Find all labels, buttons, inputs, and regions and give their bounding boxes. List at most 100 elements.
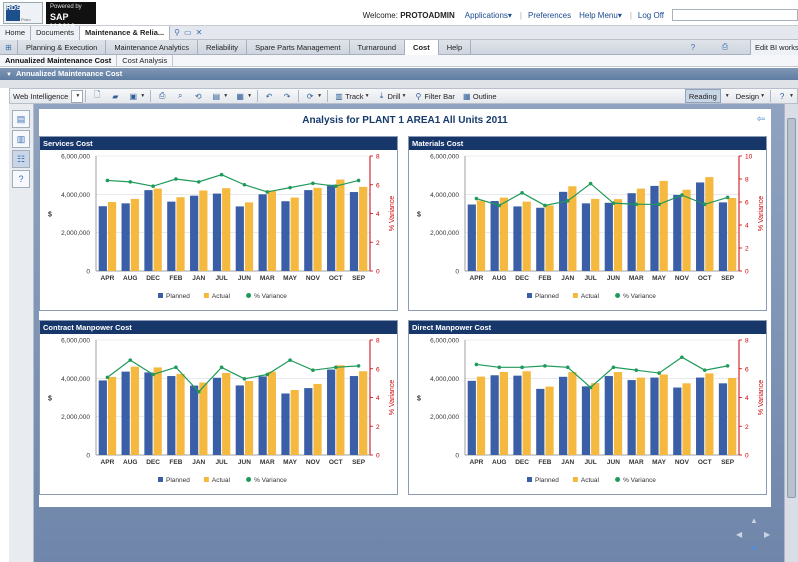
preferences-link[interactable]: Preferences bbox=[527, 10, 572, 20]
module-menu-icon[interactable]: ⊞ bbox=[0, 39, 18, 55]
bar-planned bbox=[581, 203, 591, 271]
tab-maintenance-analytics[interactable]: Maintenance Analytics bbox=[106, 39, 198, 55]
point-variance bbox=[520, 191, 524, 195]
bar-planned bbox=[490, 375, 499, 455]
logoff-link[interactable]: Log Off bbox=[637, 10, 664, 20]
tab-annualized-maintenance-cost[interactable]: Annualized Maintenance Cost bbox=[0, 54, 118, 67]
reading-dropdown[interactable]: ▼ bbox=[721, 89, 733, 103]
folder-icon: ▰ bbox=[112, 91, 119, 101]
navigation-map-icon[interactable]: ▥ bbox=[12, 130, 30, 148]
print-icon[interactable]: ⎙ bbox=[721, 42, 729, 51]
module-tools: ? ⎙ Edit BI worksp bbox=[686, 39, 798, 55]
refresh-icon: ⟳ bbox=[306, 91, 314, 101]
arrow-right-icon[interactable]: ▶ bbox=[764, 530, 771, 539]
series-line-variance bbox=[476, 182, 728, 207]
point-variance bbox=[288, 185, 292, 190]
point-variance bbox=[311, 368, 315, 372]
arrow-left-icon[interactable]: ⇦ bbox=[756, 114, 766, 125]
drill-button[interactable]: ⤓ Drill ▼ bbox=[373, 89, 410, 103]
x-tick-label: FEB bbox=[538, 459, 551, 466]
y2-axis-label: % Variance bbox=[758, 380, 765, 415]
find-button[interactable]: ⌕ bbox=[171, 89, 189, 103]
tab-documents[interactable]: Documents bbox=[31, 26, 80, 40]
point-variance bbox=[196, 389, 201, 394]
search-input[interactable] bbox=[672, 9, 798, 21]
bar-planned bbox=[349, 192, 359, 271]
legend-swatch bbox=[615, 477, 621, 482]
chart-title: Direct Manpower Cost bbox=[409, 321, 766, 334]
open-button[interactable]: ▰ bbox=[106, 89, 124, 103]
history-button[interactable]: ⟲ bbox=[189, 89, 207, 103]
arrow-left-icon[interactable]: ◀ bbox=[736, 530, 743, 539]
bar-planned bbox=[121, 371, 130, 455]
reading-mode-button[interactable]: Reading bbox=[684, 89, 721, 103]
y-tick-label: 4,000,000 bbox=[61, 376, 90, 383]
save-button[interactable]: ▣ ▼ bbox=[124, 89, 148, 103]
tab-cost-analysis[interactable]: Cost Analysis bbox=[117, 54, 174, 67]
filter-bar-button[interactable]: ⚲ Filter Bar bbox=[409, 89, 457, 103]
scrollbar-thumb[interactable] bbox=[787, 118, 796, 498]
tab-home[interactable]: Home bbox=[0, 26, 32, 40]
input-controls-icon[interactable]: ☷ bbox=[12, 150, 30, 168]
y2-tick-label: 0 bbox=[376, 453, 380, 460]
bar-actual bbox=[153, 367, 162, 455]
new-document-button[interactable]: 🗋 bbox=[88, 89, 106, 103]
x-tick-label: JAN bbox=[192, 275, 205, 282]
legend-label: % Variance bbox=[254, 293, 287, 300]
arrow-up-icon[interactable]: ▲ bbox=[750, 516, 758, 525]
bar-planned bbox=[673, 387, 682, 455]
undo-button[interactable]: ↶ bbox=[260, 89, 278, 103]
refresh-button[interactable]: ⟳ ▼ bbox=[301, 89, 325, 103]
track-changes-button[interactable]: ▤ ▼ bbox=[207, 89, 231, 103]
tab-spare-parts[interactable]: Spare Parts Management bbox=[247, 39, 350, 55]
chart-svg: 0 2,000,000 4,000,000 6,000,000 0 2 4 6 8 $ % Vari… bbox=[48, 154, 396, 301]
y-tick-label: 2,000,000 bbox=[430, 414, 459, 421]
bar-actual bbox=[659, 180, 668, 271]
x-tick-label: AUG bbox=[492, 275, 506, 282]
divider: | bbox=[629, 10, 632, 20]
bar-actual bbox=[222, 188, 231, 271]
point-variance bbox=[288, 358, 292, 362]
document-title-bar[interactable]: ▼ Annualized Maintenance Cost bbox=[0, 68, 798, 80]
tab-cost[interactable]: Cost bbox=[405, 39, 439, 55]
help-icon[interactable]: ? bbox=[690, 42, 696, 52]
legend-swatch bbox=[158, 477, 163, 482]
web-intelligence-menu[interactable]: Web Intelligence bbox=[10, 89, 71, 103]
bar-planned bbox=[327, 184, 336, 271]
help-menu[interactable]: Help Menu▾ bbox=[579, 11, 622, 20]
arrow-down-icon[interactable]: ▼ bbox=[750, 544, 758, 553]
outline-button[interactable]: ▦ Outline bbox=[458, 89, 500, 103]
design-mode-button[interactable]: Design ▼ bbox=[733, 89, 768, 103]
bar-planned bbox=[604, 376, 613, 455]
tab-maintenance-reliability[interactable]: Maintenance & Relia... bbox=[79, 26, 171, 40]
powered-by-badge: Powered by SAP HANA bbox=[46, 2, 96, 32]
print-button[interactable]: ⎙ bbox=[153, 89, 171, 103]
redo-button[interactable]: ↷ bbox=[278, 89, 296, 103]
bar-actual bbox=[522, 201, 531, 271]
tab-reliability[interactable]: Reliability bbox=[198, 39, 248, 55]
edit-bi-workspace-button[interactable]: Edit BI worksp bbox=[750, 39, 798, 55]
tab-help[interactable]: Help bbox=[439, 39, 472, 55]
tab-turnaround[interactable]: Turnaround bbox=[350, 39, 406, 55]
bar-planned bbox=[718, 383, 728, 455]
applications-menu[interactable]: Applications▾ bbox=[465, 11, 512, 20]
pin-icon[interactable]: ⚲ bbox=[174, 28, 181, 37]
track-button[interactable]: ▥ Track ▼ bbox=[330, 89, 372, 103]
document-summary-icon[interactable]: ▤ bbox=[12, 110, 30, 128]
view-structure-button[interactable]: ▦ ▼ bbox=[231, 89, 255, 103]
x-tick-label: MAR bbox=[629, 275, 644, 282]
bar-planned bbox=[258, 194, 267, 271]
new-window-icon[interactable]: ▭ bbox=[184, 28, 192, 37]
tab-planning-execution[interactable]: Planning & Execution bbox=[18, 39, 107, 55]
close-icon[interactable]: ✕ bbox=[195, 28, 203, 37]
vertical-scrollbar[interactable] bbox=[784, 104, 798, 562]
bar-planned bbox=[167, 376, 176, 455]
bar-planned bbox=[490, 201, 499, 271]
bar-actual bbox=[636, 188, 645, 271]
company-logo: RDS Proto bbox=[3, 2, 43, 24]
help-button[interactable]: ? ▼ bbox=[773, 89, 797, 103]
bar-actual bbox=[476, 376, 486, 455]
query-help-icon[interactable]: ? bbox=[12, 170, 30, 188]
collapse-triangle-icon[interactable]: ▼ bbox=[6, 72, 12, 78]
web-intelligence-dropdown[interactable]: ▼ bbox=[71, 89, 84, 103]
